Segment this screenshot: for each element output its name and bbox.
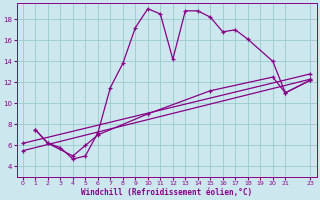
X-axis label: Windchill (Refroidissement éolien,°C): Windchill (Refroidissement éolien,°C): [81, 188, 252, 197]
